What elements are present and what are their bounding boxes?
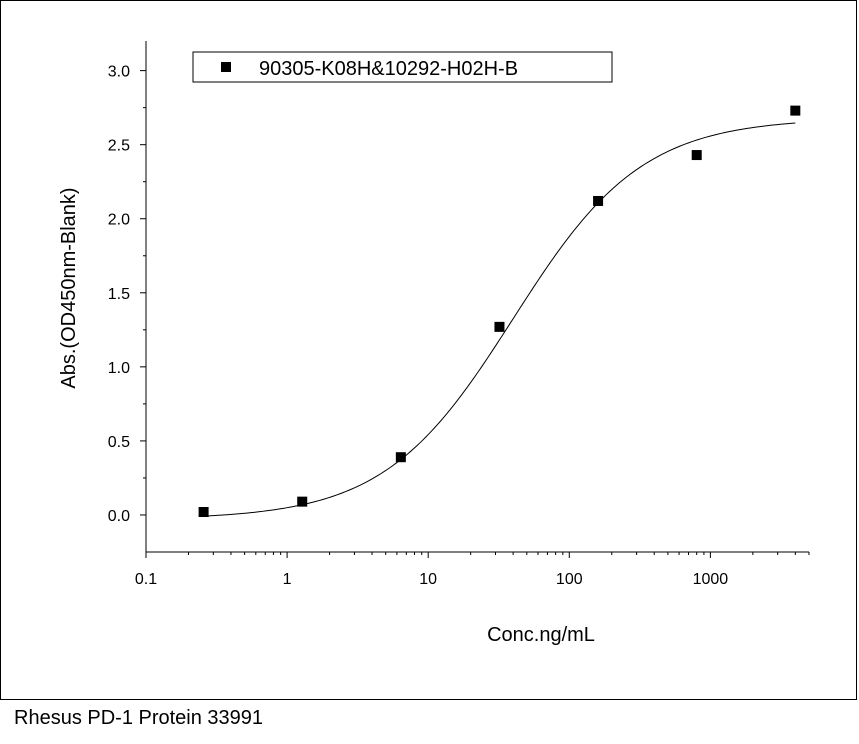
- data-point: [297, 496, 308, 507]
- y-axis-title: Abs.(OD450nm-Blank): [58, 187, 80, 388]
- chart-svg: 0.0 0.5 1.0 1.5 2.0 2.5 3.0 0.1 1 10 100 1000 90305…: [58, 41, 810, 646]
- fit-curve: [203, 122, 796, 517]
- x-axis-title: Conc.ng/mL: [487, 624, 595, 646]
- data-point: [790, 105, 801, 116]
- data-point: [198, 507, 209, 518]
- x-tick-label: 10: [419, 571, 437, 588]
- x-tick-label: 0.1: [135, 571, 157, 588]
- y-tick-label: 0.5: [108, 434, 130, 451]
- data-point: [395, 452, 406, 463]
- tick-labels: 0.0 0.5 1.0 1.5 2.0 2.5 3.0 0.1 1 10 100 1000: [108, 64, 729, 588]
- legend-box: [192, 51, 613, 83]
- y-tick-label: 2.5: [108, 138, 130, 155]
- y-tick-label: 2.0: [108, 212, 130, 229]
- legend-marker: [221, 62, 231, 72]
- y-tick-label: 0.0: [108, 508, 130, 525]
- ticks: [140, 70, 810, 558]
- x-tick-label: 1000: [693, 571, 729, 588]
- y-tick-label: 1.0: [108, 360, 130, 377]
- y-tick-label: 1.5: [108, 286, 130, 303]
- data-point: [494, 321, 505, 332]
- chart-frame: 0.0 0.5 1.0 1.5 2.0 2.5 3.0 0.1 1 10 100 1000 90305…: [0, 0, 857, 700]
- data-point: [593, 195, 604, 206]
- x-tick-label: 1: [283, 571, 292, 588]
- x-tick-label: 100: [556, 571, 583, 588]
- axes: [145, 41, 809, 553]
- figure-caption: Rhesus PD-1 Protein 33991: [14, 707, 264, 729]
- data-points: [198, 105, 801, 518]
- legend: 90305-K08H&10292-H02H-B: [192, 51, 613, 83]
- y-tick-label: 3.0: [108, 64, 130, 81]
- data-point: [691, 150, 702, 161]
- legend-label: 90305-K08H&10292-H02H-B: [259, 58, 518, 80]
